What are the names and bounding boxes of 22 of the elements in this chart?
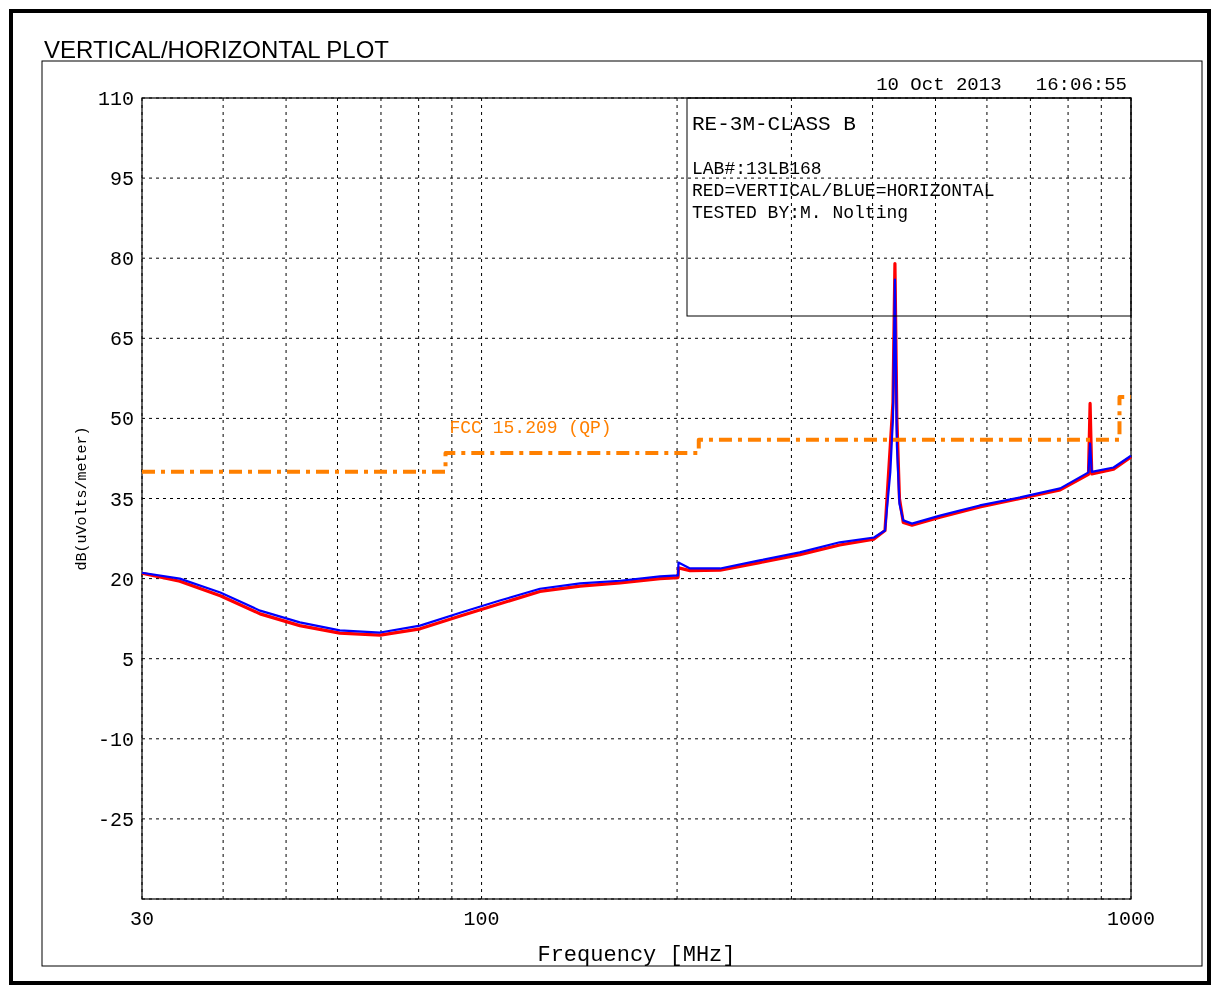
- annotation: LAB#:13LB168: [692, 159, 822, 179]
- y-tick-label: 5: [121, 648, 134, 672]
- annotation: RED=VERTICAL/BLUE=HORIZONTAL: [692, 181, 995, 201]
- annotation: RE-3M-CLASS B: [692, 113, 856, 136]
- y-tick-label: 20: [109, 568, 134, 592]
- y-axis-title: dB(uVolts/meter): [74, 426, 91, 571]
- y-tick-label: 95: [109, 168, 134, 192]
- series-label: FCC 15.209 (QP): [449, 418, 612, 439]
- y-tick-label: 35: [109, 488, 134, 512]
- y-tick-label: 50: [109, 408, 134, 432]
- chart-title: VERTICAL/HORIZONTAL PLOT: [44, 36, 390, 63]
- text: 10 Oct 2013 16:06:55: [876, 74, 1127, 96]
- y-tick-label: 80: [109, 248, 134, 272]
- annotation: TESTED BY:M. Nolting: [692, 203, 909, 223]
- x-tick-label: 30: [129, 908, 155, 931]
- y-tick-label: 110: [97, 88, 134, 111]
- x-tick-label: 1000: [1106, 908, 1156, 931]
- y-tick-label: 65: [109, 328, 134, 352]
- y-tick-label: -25: [97, 808, 134, 832]
- x-tick-label: 100: [463, 908, 500, 931]
- y-tick-label: -10: [97, 728, 134, 752]
- x-axis-title: Frequency [MHz]: [537, 943, 736, 968]
